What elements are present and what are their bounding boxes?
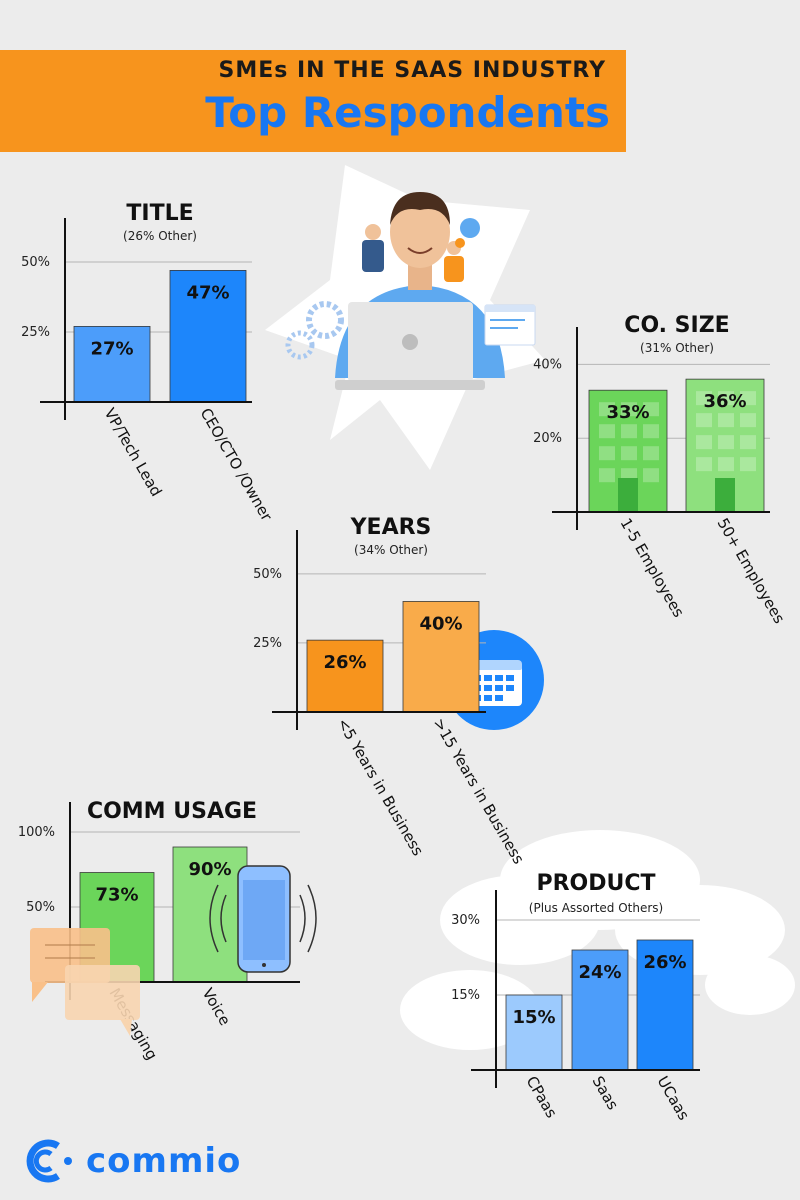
bar-value-label: 15% <box>512 1007 555 1028</box>
building-window <box>643 446 659 461</box>
y-tick-label: 40% <box>533 357 562 372</box>
x-category-label: VP/Tech Lead <box>101 405 166 500</box>
chat-bubble-icon <box>455 238 465 248</box>
cloud-shape <box>400 970 540 1050</box>
commio-logo-icon <box>26 1139 72 1183</box>
y-tick-label: 20% <box>533 431 562 446</box>
x-category-label: <5 Years in Business <box>334 715 428 859</box>
bar-value-label: 90% <box>188 859 231 880</box>
x-category-label: Saas <box>589 1073 623 1113</box>
x-category-label: CPaas <box>523 1073 561 1121</box>
bar-value-label: 47% <box>186 282 229 303</box>
chart-subtitle: (Plus Assorted Others) <box>529 901 663 915</box>
building-window <box>696 435 712 450</box>
building-window <box>621 402 637 417</box>
y-tick-label: 100% <box>18 825 55 840</box>
building-window <box>643 468 659 483</box>
chart-subtitle: (26% Other) <box>123 229 197 243</box>
cloud-shape <box>705 955 795 1015</box>
bar-value-label: 27% <box>90 338 133 359</box>
person-hair <box>390 192 450 225</box>
building-window <box>696 391 712 406</box>
bar-value-label: 26% <box>323 652 366 673</box>
building-window <box>599 468 615 483</box>
y-tick-label: 15% <box>451 988 480 1003</box>
title-chart: TITLE (26% Other) 25% 50% 27% VP/Tech Lead 47%… <box>21 201 276 525</box>
header-banner: SMEs IN THE SAAS INDUSTRY Top Respondent… <box>0 50 626 152</box>
building-window <box>740 435 756 450</box>
bar-value-label: 24% <box>578 962 621 983</box>
building-window <box>599 446 615 461</box>
building-window <box>718 413 734 428</box>
brand-logo: commio <box>20 1136 241 1186</box>
building-window <box>718 435 734 450</box>
x-category-label: UCaas <box>654 1073 694 1123</box>
chart-title: CO. SIZE <box>624 313 729 338</box>
bar <box>306 639 384 713</box>
y-tick-label: 30% <box>451 913 480 928</box>
phone-icon <box>209 865 317 973</box>
bar-value-label: 73% <box>95 885 138 906</box>
building-window <box>740 391 756 406</box>
building-window <box>740 457 756 472</box>
code-window-bar <box>485 305 535 312</box>
bar-value-label: 26% <box>643 952 686 973</box>
y-tick-label: 50% <box>253 567 282 582</box>
mini-person-right <box>444 256 464 282</box>
building-door <box>618 478 638 512</box>
building-window <box>643 424 659 439</box>
bar <box>571 949 629 1071</box>
x-category-label: >15 Years in Business <box>430 715 528 867</box>
y-tick-label: 50% <box>26 900 55 915</box>
building-window <box>599 402 615 417</box>
bar <box>169 269 247 403</box>
building-window <box>696 413 712 428</box>
chat-bubbles-icon <box>30 928 140 1036</box>
chart-title: YEARS <box>350 515 432 540</box>
bar <box>402 601 480 713</box>
x-category-label: 50+ Employees <box>714 515 789 627</box>
person-laptop-illustration <box>285 192 536 390</box>
bar-value-label: 40% <box>419 613 462 634</box>
building-window <box>740 413 756 428</box>
x-category-label: CEO/CTO /Owner <box>197 405 277 525</box>
co-size-chart: CO. SIZE (31% Other) 20% 40% 33% 1-5 Employee… <box>533 313 788 627</box>
building-window <box>621 424 637 439</box>
header-subtitle: SMEs IN THE SAAS INDUSTRY <box>218 58 606 83</box>
gear-icon <box>285 330 315 360</box>
y-tick-label: 25% <box>21 325 50 340</box>
chart-title: PRODUCT <box>536 871 655 896</box>
building-window <box>621 446 637 461</box>
x-category-label: 1-5 Employees <box>617 515 688 621</box>
bar <box>505 994 563 1071</box>
chart-title: TITLE <box>126 201 193 226</box>
y-tick-label: 25% <box>253 636 282 651</box>
bar-value-label: 33% <box>606 402 649 423</box>
mini-person-left-head <box>365 224 381 240</box>
building-window <box>718 457 734 472</box>
building-door <box>715 478 735 512</box>
brand-name: commio <box>86 1141 242 1181</box>
y-tick-label: 50% <box>21 255 50 270</box>
person-smile <box>407 247 433 254</box>
building-window <box>643 402 659 417</box>
building-window <box>696 457 712 472</box>
person-head <box>390 196 450 268</box>
bar-value-label: 36% <box>703 391 746 412</box>
chart-subtitle: (31% Other) <box>640 341 714 355</box>
x-category-label: Voice <box>199 985 235 1029</box>
header-title: Top Respondents <box>205 88 610 137</box>
mini-person-left <box>362 240 384 272</box>
chat-bubble-icon <box>460 218 480 238</box>
decor-layer <box>265 165 795 1050</box>
chart-title: COMM USAGE <box>87 799 257 824</box>
laptop-base <box>335 380 485 390</box>
building-window <box>599 424 615 439</box>
gear-icon <box>306 301 344 339</box>
laptop-logo-icon <box>402 334 418 350</box>
building-window <box>718 391 734 406</box>
chart-subtitle: (34% Other) <box>354 543 428 557</box>
